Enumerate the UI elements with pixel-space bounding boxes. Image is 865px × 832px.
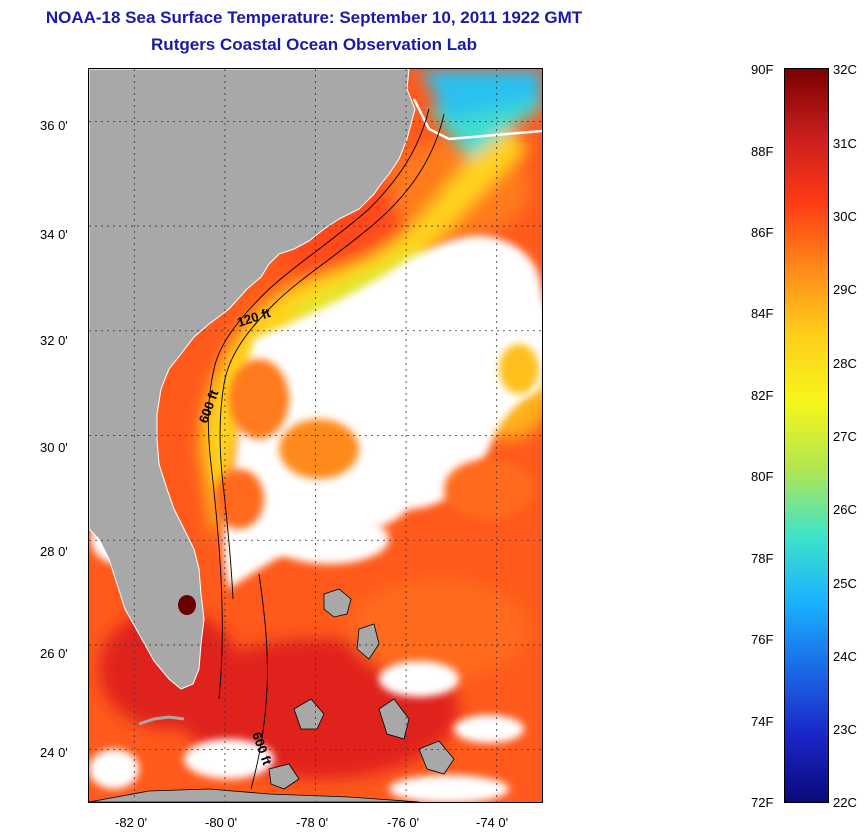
colorbar-label-29c: 29C bbox=[833, 282, 857, 297]
colorbar-label-76f: 76F bbox=[751, 632, 774, 647]
temperature-colorbar bbox=[784, 68, 829, 803]
colorbar-label-72f: 72F bbox=[751, 795, 774, 810]
colorbar-label-26c: 26C bbox=[833, 502, 857, 517]
figure-subtitle: Rutgers Coastal Ocean Observation Lab bbox=[151, 35, 477, 54]
colorbar-label-31c: 31C bbox=[833, 136, 857, 151]
colorbar-label-30c: 30C bbox=[833, 209, 857, 224]
colorbar-label-23c: 23C bbox=[833, 722, 857, 737]
colorbar-label-24c: 24C bbox=[833, 649, 857, 664]
lake-okeechobee bbox=[178, 595, 196, 615]
sst-map: 120 ft 600 ft 600 ft bbox=[89, 69, 542, 802]
colorbar-label-90f: 90F bbox=[751, 62, 774, 77]
colorbar-label-78f: 78F bbox=[751, 551, 774, 566]
colorbar-label-27c: 27C bbox=[833, 429, 857, 444]
lat-label-32: 32 0' bbox=[40, 333, 68, 348]
florida-keys bbox=[138, 715, 185, 726]
outer-banks-line bbox=[412, 98, 542, 141]
lon-label-76: -76 0' bbox=[387, 815, 420, 830]
cuba-coast bbox=[89, 788, 420, 802]
lon-label-82: -82 0' bbox=[115, 815, 148, 830]
land-us-southeast bbox=[89, 69, 416, 690]
graticule bbox=[89, 69, 542, 802]
lat-label-34: 34 0' bbox=[40, 227, 68, 242]
colorbar-label-25c: 25C bbox=[833, 576, 857, 591]
lat-label-30: 30 0' bbox=[40, 440, 68, 455]
colorbar-label-22c: 22C bbox=[833, 795, 857, 810]
lon-label-78: -78 0' bbox=[296, 815, 329, 830]
lat-label-24: 24 0' bbox=[40, 745, 68, 760]
colorbar-label-88f: 88F bbox=[751, 144, 774, 159]
lon-label-74: -74 0' bbox=[476, 815, 509, 830]
colorbar-label-28c: 28C bbox=[833, 356, 857, 371]
sst-map-panel: 120 ft 600 ft 600 ft bbox=[88, 68, 543, 803]
colorbar-label-32c: 32C bbox=[833, 62, 857, 77]
lat-label-26: 26 0' bbox=[40, 646, 68, 661]
bahamas-islands bbox=[268, 588, 455, 790]
colorbar-label-84f: 84F bbox=[751, 306, 774, 321]
colorbar-label-80f: 80F bbox=[751, 469, 774, 484]
orange-patches bbox=[214, 344, 539, 529]
colorbar-label-82f: 82F bbox=[751, 388, 774, 403]
colorbar-label-86f: 86F bbox=[751, 225, 774, 240]
figure-title: NOAA-18 Sea Surface Temperature: Septemb… bbox=[45, 8, 583, 27]
lat-label-36: 36 0' bbox=[40, 118, 68, 133]
isobath-contours bbox=[207, 108, 445, 790]
lon-label-80: -80 0' bbox=[205, 815, 238, 830]
colorbar-label-74f: 74F bbox=[751, 714, 774, 729]
lat-label-28: 28 0' bbox=[40, 544, 68, 559]
